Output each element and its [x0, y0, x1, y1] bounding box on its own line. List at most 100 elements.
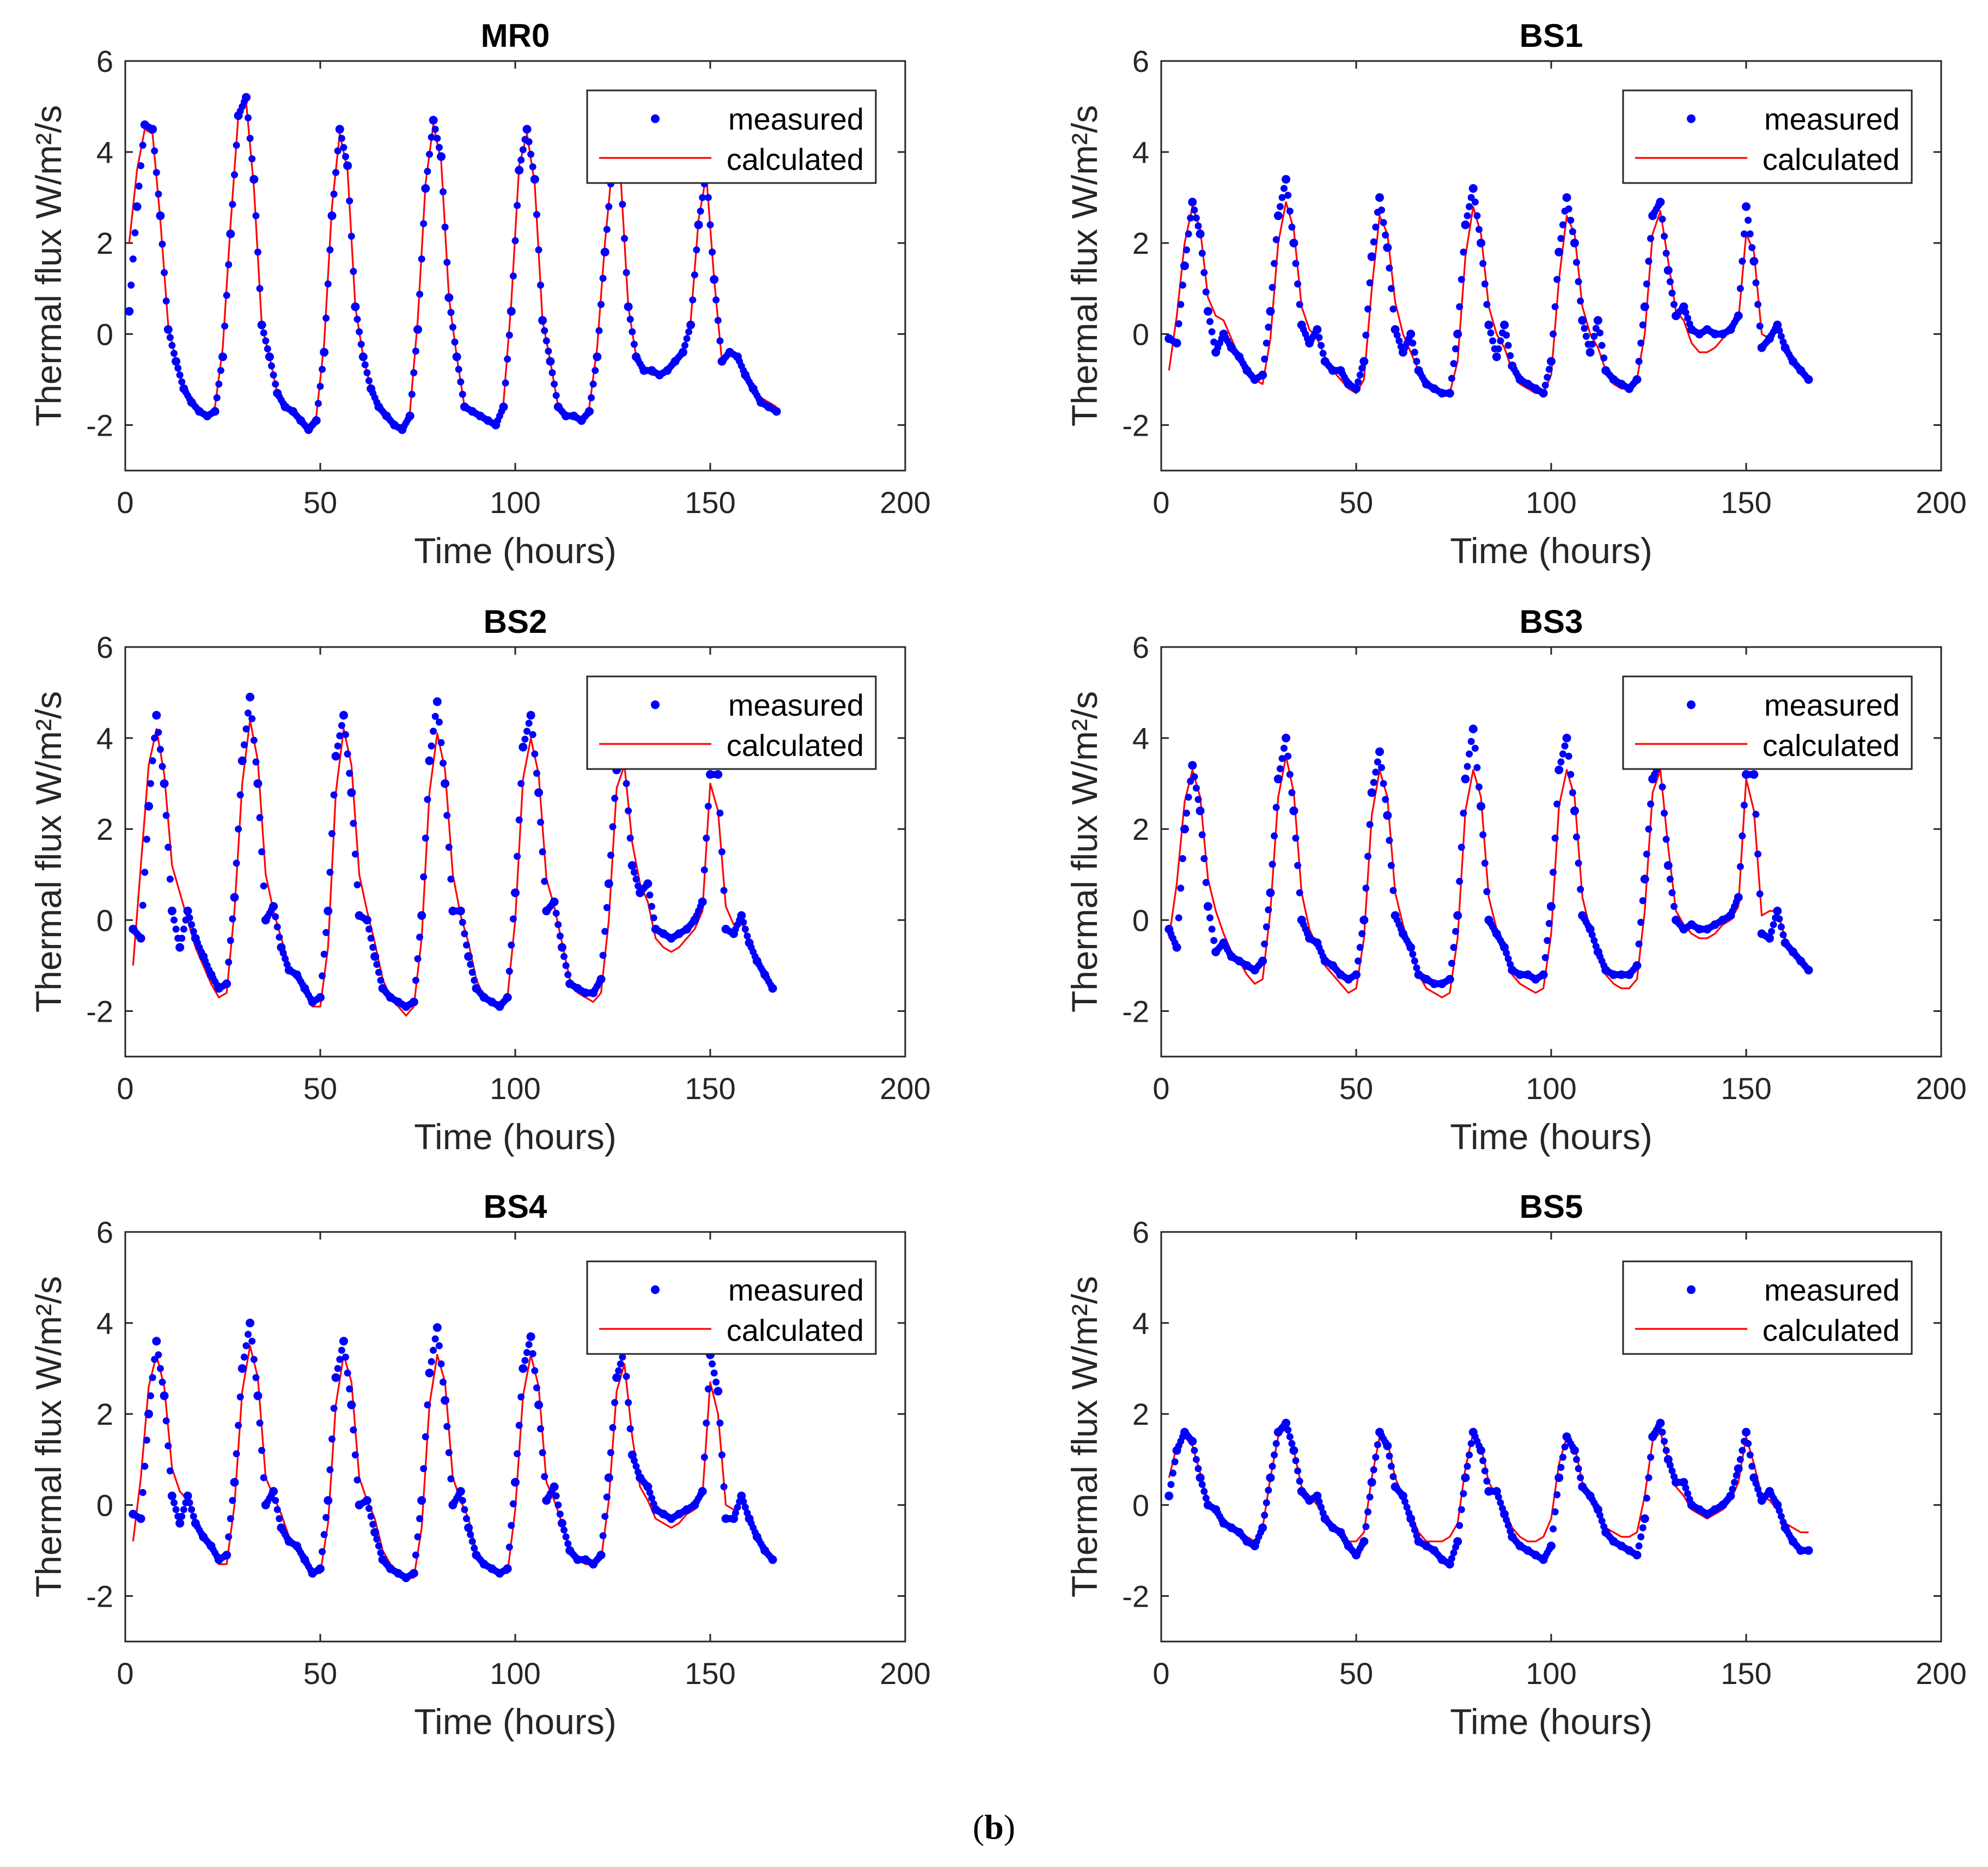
- measured-point: [425, 756, 434, 765]
- y-tick-label: -2: [86, 408, 113, 442]
- x-tick-label: 150: [1721, 1656, 1771, 1691]
- x-tick-label: 0: [1152, 1071, 1169, 1106]
- measured-point: [464, 952, 473, 961]
- series-layer: [1164, 175, 1813, 398]
- measured-point: [1461, 220, 1470, 229]
- measured-point: [152, 711, 161, 720]
- measured-point: [1500, 320, 1509, 330]
- measured-point: [1554, 765, 1564, 774]
- y-tick-label: 4: [1132, 1306, 1149, 1340]
- legend-calculated-label: calculated: [1763, 142, 1900, 176]
- measured-point: [1461, 1473, 1470, 1482]
- measured-point: [714, 1387, 723, 1396]
- measured-point: [253, 779, 263, 788]
- y-tick-label: 6: [96, 630, 113, 664]
- measured-point: [432, 1323, 442, 1332]
- measured-point: [737, 1491, 746, 1500]
- measured-point-fill: [1167, 1421, 1810, 1567]
- measured-point: [1593, 316, 1602, 325]
- y-axis-label: Thermal flux W/m²/s: [28, 105, 69, 426]
- measured-point: [1196, 229, 1205, 239]
- measured-point: [172, 357, 181, 366]
- measured-point: [627, 1450, 637, 1460]
- y-tick-label: 4: [1132, 135, 1149, 169]
- measured-point: [530, 175, 539, 184]
- subplot-title: BS5: [1520, 1188, 1583, 1225]
- measured-point: [1554, 247, 1564, 257]
- measured-point: [441, 1396, 450, 1405]
- measured-point: [1453, 330, 1462, 339]
- x-tick-label: 200: [880, 1656, 930, 1691]
- measured-point: [265, 352, 274, 362]
- measured-point: [249, 175, 259, 184]
- series-layer: [1164, 1418, 1813, 1569]
- x-tick-label: 100: [490, 485, 540, 520]
- measured-point: [1289, 1446, 1298, 1455]
- legend-box: [586, 1260, 877, 1355]
- measured-point: [237, 756, 247, 765]
- y-axis-label: Thermal flux W/m²/s: [28, 691, 69, 1012]
- measured-point: [351, 302, 360, 312]
- measured-point: [1640, 302, 1649, 312]
- measured-point: [522, 125, 532, 134]
- measured-point: [1742, 1427, 1751, 1437]
- measured-point: [425, 1369, 434, 1377]
- measured-point: [1477, 239, 1486, 248]
- measured-point: [370, 1528, 380, 1537]
- x-tick-label: 0: [117, 485, 133, 520]
- measured-point: [331, 1373, 340, 1382]
- measured-point: [183, 906, 192, 916]
- measured-point: [526, 711, 535, 720]
- measured-point: [1461, 774, 1470, 784]
- measured-point: [1484, 320, 1493, 330]
- measured-point: [1375, 193, 1384, 202]
- measured-point: [1164, 1491, 1174, 1500]
- measured-point: [1273, 774, 1283, 784]
- y-tick-label: 2: [1132, 1397, 1149, 1431]
- x-tick-label: 150: [685, 1656, 735, 1691]
- x-tick-label: 0: [117, 1071, 133, 1106]
- x-tick-label: 200: [880, 1071, 930, 1106]
- measured-point: [237, 1364, 247, 1373]
- measured-point: [534, 788, 543, 797]
- subplot-bs5: 0 50 100 150 200 -2 0 2 4 6 BS5 Time (hours) Thermal…: [1064, 1188, 1967, 1742]
- measured-point: [230, 893, 239, 902]
- measured-point: [604, 1473, 613, 1482]
- measured-point: [538, 316, 547, 325]
- legend-calculated-label: calculated: [727, 1313, 864, 1347]
- measured-point: [1282, 734, 1291, 743]
- legend-box: [1622, 89, 1913, 184]
- y-tick-label: 2: [1132, 812, 1149, 846]
- measured-point: [167, 906, 176, 916]
- measured-point: [1734, 1464, 1743, 1473]
- measured-point: [1266, 1473, 1275, 1482]
- x-tick-label: 200: [880, 485, 930, 520]
- measured-point: [347, 788, 356, 797]
- measured-point: [331, 752, 340, 761]
- measured-point: [417, 911, 426, 920]
- y-tick-label: 4: [1132, 721, 1149, 755]
- y-tick-label: 6: [1132, 630, 1149, 664]
- series-layer: [1164, 724, 1813, 999]
- x-tick-label: 0: [1152, 485, 1169, 520]
- y-tick-label: 4: [96, 135, 113, 169]
- measured-point: [358, 352, 368, 362]
- measured-point: [1578, 316, 1587, 325]
- y-tick-label: 2: [96, 226, 113, 260]
- subplot-mr0: 0 50 100 150 200 -2 0 2 4 6 MR0 Time (hours) Thermal…: [28, 17, 931, 571]
- subplot-bs1: 0 50 100 150 200 -2 0 2 4 6 BS1 Time (hours) Thermal…: [1064, 17, 1967, 571]
- measured-point: [593, 352, 602, 362]
- legend-measured-label: measured: [1764, 688, 1900, 722]
- x-tick-label: 200: [1916, 1071, 1966, 1106]
- subplot-bs3: 0 50 100 150 200 -2 0 2 4 6 BS3 Time (hours) Thermal…: [1064, 603, 1967, 1157]
- legend-box: [1622, 1260, 1913, 1355]
- measured-point: [144, 802, 153, 811]
- y-tick-label: 0: [1132, 1488, 1149, 1522]
- y-tick-label: 2: [96, 812, 113, 846]
- series-measured-dots: [129, 692, 777, 1011]
- x-tick-label: 0: [1152, 1656, 1169, 1691]
- measured-point: [612, 1373, 621, 1382]
- x-tick-label: 100: [490, 1656, 540, 1691]
- legend: measured calculated: [586, 89, 877, 184]
